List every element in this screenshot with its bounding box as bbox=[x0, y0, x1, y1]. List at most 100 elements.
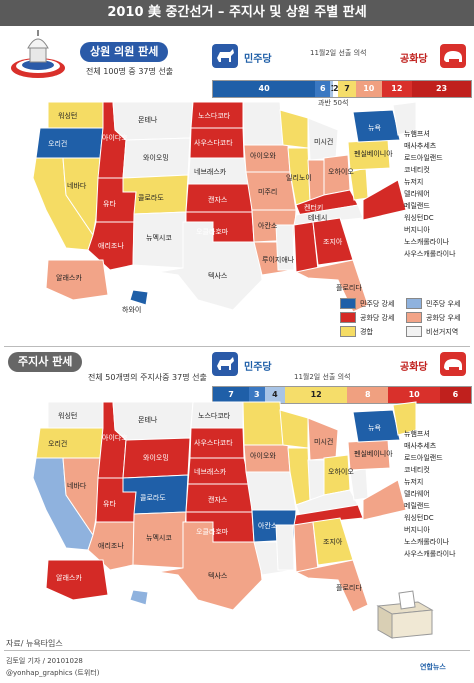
east-state-list-2: 뉴햄프셔 매사추세츠 로드아일랜드 코네티컷 뉴저지 델라웨어 메릴랜드 워싱턴DC 버지니아 노… bbox=[404, 428, 456, 560]
gov-label-nv: 네바다 bbox=[67, 481, 87, 490]
gov-label-ut: 유타 bbox=[103, 499, 116, 508]
page-title: 2010 美 중간선거 – 주지사 및 상원 주별 판세 bbox=[0, 0, 474, 26]
east-state-item: 뉴저지 bbox=[404, 178, 424, 186]
east-state-item: 로드아일랜드 bbox=[404, 154, 443, 162]
agency-logo: 연합뉴스 bbox=[420, 663, 446, 671]
label-tn: 테네시 bbox=[308, 213, 327, 222]
senate-subtitle: 전체 100명 중 37명 선출 bbox=[86, 67, 174, 76]
credit-line: 김토일 기자 / 20101028 bbox=[6, 657, 83, 665]
label-or: 오리건 bbox=[48, 139, 67, 148]
bar-segment: 40 bbox=[213, 81, 316, 97]
elephant-icon-2 bbox=[440, 352, 466, 376]
bar-segment: 7 bbox=[213, 387, 250, 403]
east-state-item: 노스캐롤라이나 bbox=[404, 538, 450, 546]
state-ne-coast bbox=[392, 101, 417, 136]
credit-twitter: @yonhap_graphics (트위터) bbox=[6, 669, 100, 677]
governor-dem-label: 민주당 bbox=[244, 362, 272, 373]
senate-bar-note: 11월2일 선출 의석 bbox=[310, 49, 367, 57]
gov-label-ok: 오클라호마 bbox=[196, 527, 229, 536]
governor-section-label: 주지사 판세 bbox=[8, 352, 83, 372]
elephant-icon bbox=[440, 44, 466, 68]
label-nv: 네바다 bbox=[67, 181, 87, 190]
gov-label-or: 오리건 bbox=[48, 439, 67, 448]
senate-section-label: 상원 의원 판세 bbox=[80, 42, 169, 62]
label-fl: 플로리다 bbox=[336, 283, 362, 292]
legend-dem-lean-swatch bbox=[406, 298, 422, 309]
east-state-item: 뉴햄프셔 bbox=[404, 430, 430, 438]
east-state-list: 뉴햄프셔 매사추세츠 로드아일랜드 코네티컷 뉴저지 델라웨어 메릴랜드 워싱턴DC 버지니아 노… bbox=[404, 128, 456, 260]
gov-label-mt: 몬테나 bbox=[138, 415, 158, 424]
state-hi bbox=[129, 289, 149, 306]
label-wy: 와이오밍 bbox=[143, 153, 169, 162]
gov-label-id: 아이다호 bbox=[102, 433, 128, 442]
bar-segment: 10 bbox=[356, 81, 382, 97]
gov-label-az: 애리조나 bbox=[98, 541, 124, 550]
state-ms bbox=[275, 224, 295, 271]
bar-segment: 12 bbox=[285, 387, 348, 403]
label-pa: 펜실베이니아 bbox=[354, 149, 393, 158]
label-ar: 아칸소 bbox=[258, 221, 278, 230]
east-state-item: 버지니아 bbox=[404, 226, 430, 234]
label-mi: 미시건 bbox=[314, 137, 333, 146]
source-note: 자료/ 뉴욕타임스 bbox=[6, 639, 63, 648]
label-nm: 뉴멕시코 bbox=[146, 233, 172, 242]
east-state-item: 메릴랜드 bbox=[404, 202, 430, 210]
legend-rep-lean: 공화당 우세 bbox=[426, 313, 461, 322]
legend-tossup-swatch bbox=[340, 326, 356, 337]
state-or bbox=[35, 127, 104, 159]
label-ne: 네브래스카 bbox=[194, 167, 227, 176]
bar-segment: 10 bbox=[388, 387, 440, 403]
label-az: 애리조나 bbox=[98, 241, 124, 250]
label-oh: 오하이오 bbox=[328, 167, 354, 176]
label-ks: 캔자스 bbox=[208, 195, 228, 204]
legend-dem-lean: 민주당 우세 bbox=[426, 299, 461, 308]
east-state-item: 델라웨어 bbox=[404, 190, 430, 198]
gov-label-sd: 사우스다코타 bbox=[194, 438, 233, 447]
gov-label-tx: 텍사스 bbox=[208, 571, 228, 580]
gov-label-ak: 알래스카 bbox=[56, 573, 82, 582]
east-state-item: 뉴저지 bbox=[404, 478, 424, 486]
east-state-item: 코네티컷 bbox=[404, 166, 430, 174]
state-ak bbox=[45, 259, 109, 301]
label-id: 아이다호 bbox=[102, 133, 128, 142]
legend-rep-lean-swatch bbox=[406, 312, 422, 323]
donkey-icon bbox=[212, 44, 238, 68]
gov-label-wa: 워싱턴 bbox=[58, 411, 77, 420]
bar-segment: 4 bbox=[264, 387, 286, 403]
gov-label-nd: 노스다코타 bbox=[198, 411, 231, 420]
label-ok: 오클라호마 bbox=[196, 227, 229, 236]
legend-dem-strong-swatch bbox=[340, 298, 356, 309]
gov-label-ga: 조지아 bbox=[323, 537, 343, 546]
bar-segment: 3 bbox=[249, 387, 265, 403]
capitol-icon bbox=[11, 30, 65, 78]
east-state-item: 노스캐롤라이나 bbox=[404, 238, 450, 246]
bar-segment: 7 bbox=[338, 81, 356, 97]
label-ia: 아이오와 bbox=[250, 151, 276, 160]
label-nd: 노스다코타 bbox=[198, 111, 231, 120]
east-state-item: 워싱턴DC bbox=[404, 214, 434, 222]
state-east bbox=[362, 179, 407, 221]
label-wa: 워싱턴 bbox=[58, 111, 77, 120]
east-state-item: 메릴랜드 bbox=[404, 502, 430, 510]
label-ga: 조지아 bbox=[323, 237, 343, 246]
governor-rep-label: 공화당 bbox=[400, 362, 428, 373]
gov-label-ks: 캔자스 bbox=[208, 495, 228, 504]
gov-label-ne: 네브래스카 bbox=[194, 467, 227, 476]
bar-segment: 1 bbox=[330, 81, 334, 97]
senate-seat-bar: 406127101223 bbox=[212, 80, 472, 98]
gov-label-ia: 아이오와 bbox=[250, 451, 276, 460]
east-state-item: 매사추세츠 bbox=[404, 142, 437, 150]
label-ky: 켄터키 bbox=[304, 203, 323, 212]
gov-label-fl: 플로리다 bbox=[336, 583, 362, 592]
gov-label-wy: 와이오밍 bbox=[143, 453, 169, 462]
gov-label-mi: 미시건 bbox=[314, 437, 333, 446]
state-wi bbox=[279, 109, 309, 149]
legend-tossup: 경합 bbox=[360, 327, 373, 336]
label-la: 루이지애나 bbox=[262, 255, 295, 264]
bar-segment: 6 bbox=[315, 81, 331, 97]
label-co: 콜로라도 bbox=[138, 193, 164, 202]
senate-rep-label: 공화당 bbox=[400, 54, 428, 65]
east-state-item: 로드아일랜드 bbox=[404, 454, 443, 462]
east-state-item: 코네티컷 bbox=[404, 466, 430, 474]
label-ak: 알래스카 bbox=[56, 273, 82, 282]
